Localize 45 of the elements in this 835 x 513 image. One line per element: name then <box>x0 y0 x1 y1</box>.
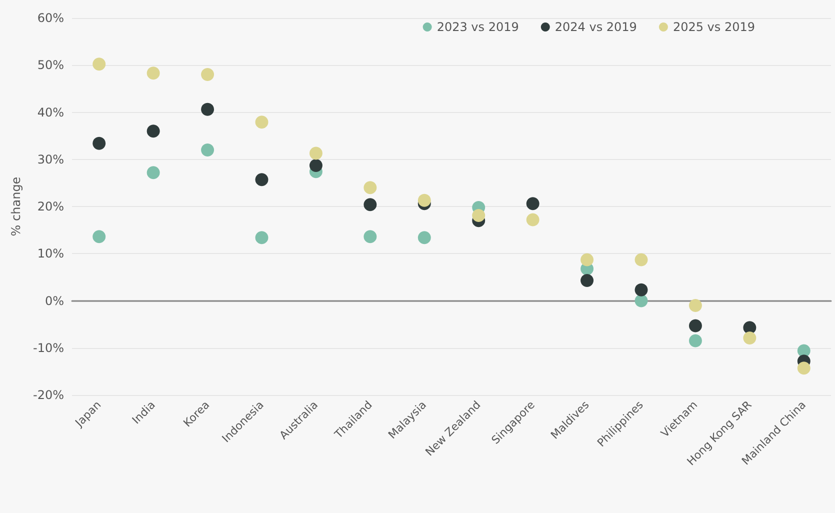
y-tick-label: 0% <box>44 294 64 308</box>
point <box>418 231 431 244</box>
point <box>92 230 106 244</box>
y-tick-label: -20% <box>32 388 64 402</box>
point <box>688 334 702 348</box>
point <box>364 181 377 194</box>
point <box>634 294 648 308</box>
point <box>92 136 106 150</box>
point <box>418 194 431 207</box>
point <box>364 230 377 244</box>
point <box>580 253 594 266</box>
legend-label: 2025 vs 2019 <box>672 20 755 34</box>
point <box>92 58 106 71</box>
point <box>201 68 214 82</box>
point <box>146 66 160 80</box>
point <box>255 173 268 186</box>
point <box>364 198 377 212</box>
point <box>201 102 214 116</box>
y-axis-title: % change <box>9 176 24 236</box>
point <box>472 208 486 222</box>
point <box>309 146 322 160</box>
y-tick-label: 20% <box>37 200 64 214</box>
point <box>688 319 702 332</box>
point <box>255 116 268 129</box>
point <box>688 298 702 312</box>
point <box>201 143 214 156</box>
y-tick-label: 50% <box>37 58 64 72</box>
point <box>743 331 756 344</box>
point <box>634 253 648 266</box>
point <box>580 274 594 287</box>
y-tick-label: 10% <box>37 246 64 261</box>
point <box>146 166 160 180</box>
y-tick-label: 30% <box>37 152 64 166</box>
point <box>146 124 160 138</box>
y-tick-label: 40% <box>37 105 64 120</box>
point <box>634 283 648 296</box>
legend-label: 2023 vs 2019 <box>436 20 519 34</box>
legend-label: 2024 vs 2019 <box>554 20 637 34</box>
y-tick-label: -10% <box>32 340 64 355</box>
point <box>526 197 540 210</box>
point <box>309 159 322 172</box>
point <box>255 231 268 244</box>
point <box>526 213 540 226</box>
point <box>797 362 810 375</box>
y-tick-label: 60% <box>37 11 64 25</box>
